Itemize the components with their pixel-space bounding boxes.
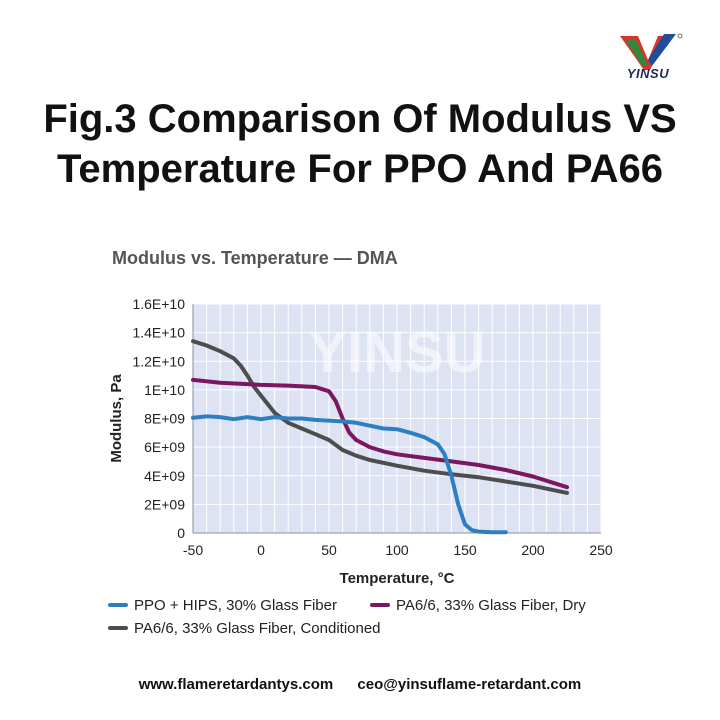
y-tick-label: 4E+09 <box>144 468 185 484</box>
y-tick-label: 1.6E+10 <box>132 296 185 312</box>
x-tick-label: 200 <box>521 542 545 558</box>
yinsu-logo-icon <box>620 33 683 70</box>
y-tick-label: 0 <box>177 525 185 541</box>
series-line-2 <box>191 339 569 495</box>
title-line-1: Fig.3 Comparison Of Modulus VS <box>43 97 677 141</box>
x-tick-label: 250 <box>589 542 613 558</box>
x-tick-label: 50 <box>321 542 337 558</box>
y-tick-label: 1.2E+10 <box>132 353 185 369</box>
y-tick-label: 1E+10 <box>144 382 185 398</box>
title-line-2: Temperature For PPO And PA66 <box>56 147 664 191</box>
logo-text: YINSU <box>626 66 670 81</box>
footer: www.flameretardantys.com ceo@yinsuflame-… <box>0 676 720 693</box>
footer-website[interactable]: www.flameretardantys.com <box>138 676 334 693</box>
x-axis-label: Temperature, °C <box>340 570 455 587</box>
y-axis-label: Modulus, Pa <box>108 374 125 463</box>
y-tick-label: 2E+09 <box>144 496 185 512</box>
legend-label-1: PA6/6, 33% Glass Fiber, Dry <box>396 597 586 614</box>
footer-email[interactable]: ceo@yinsuflame-retardant.com <box>357 676 582 693</box>
x-tick-label: 0 <box>257 542 265 558</box>
chart-title: Modulus vs. Temperature — DMA <box>112 248 398 268</box>
series-line-1 <box>191 377 569 490</box>
y-tick-label: 6E+09 <box>144 439 185 455</box>
x-tick-label: 150 <box>453 542 477 558</box>
series-line-0 <box>191 414 508 535</box>
y-tick-label: 1.4E+10 <box>132 325 185 341</box>
page-title: Fig.3 Comparison Of Modulus VS Temperatu… <box>0 94 720 194</box>
x-tick-label: 100 <box>385 542 409 558</box>
legend-label-0: PPO + HIPS, 30% Glass Fiber <box>134 597 337 614</box>
y-tick-label: 8E+09 <box>144 411 185 427</box>
x-tick-label: -50 <box>183 542 203 558</box>
watermark: YINSU <box>308 320 485 385</box>
legend-label-2: PA6/6, 33% Glass Fiber, Conditioned <box>134 620 381 637</box>
